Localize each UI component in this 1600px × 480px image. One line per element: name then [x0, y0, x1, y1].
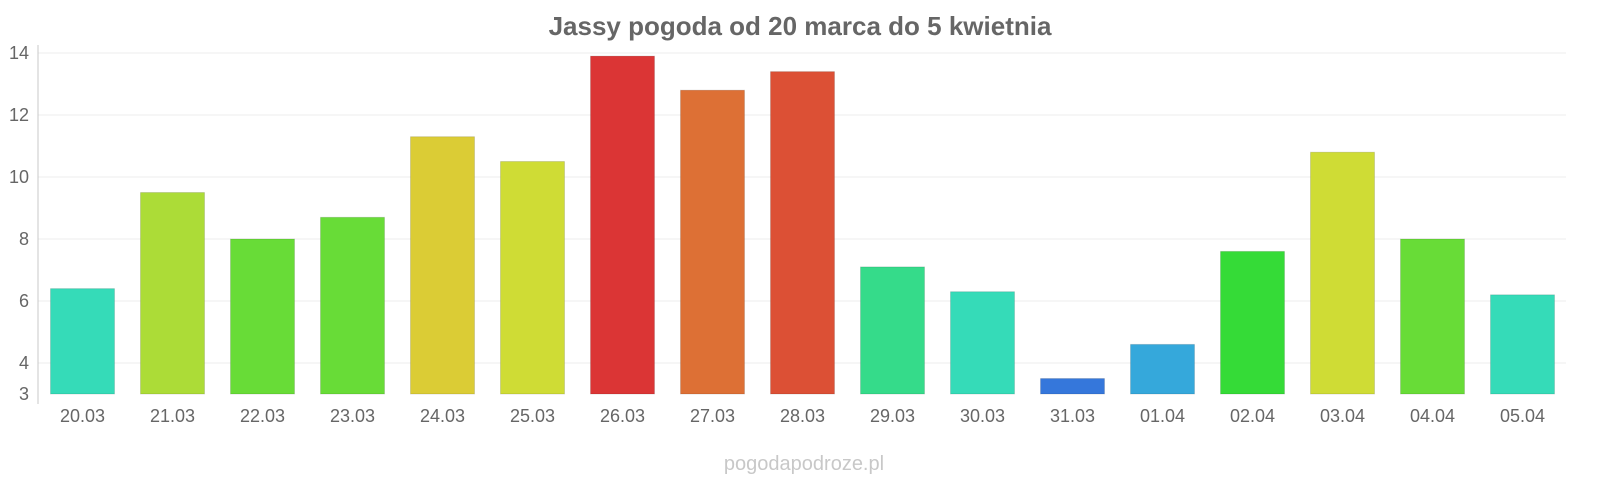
y-tick-label: 4 [19, 353, 29, 373]
x-tick-label: 03.04 [1320, 406, 1365, 426]
chart-title: Jassy pogoda od 20 marca do 5 kwietnia [549, 11, 1052, 41]
x-tick-label: 04.04 [1410, 406, 1455, 426]
bar [860, 266, 925, 395]
bar [1400, 238, 1465, 395]
x-tick-label: 20.03 [60, 406, 105, 426]
watermark-text: pogodapodroze.pl [724, 453, 884, 475]
x-axis-ticks: 20.03 21.03 22.03 23.03 24.03 25.03 26.03 27.03… [60, 406, 1545, 426]
y-tick-label: 6 [19, 291, 29, 311]
x-tick-label: 31.03 [1050, 406, 1095, 426]
bar [1130, 343, 1195, 395]
y-tick-label: 8 [19, 229, 29, 249]
x-tick-label: 27.03 [690, 406, 735, 426]
bar [230, 238, 295, 395]
bar [1490, 294, 1555, 395]
x-tick-label: 21.03 [150, 406, 195, 426]
bar [680, 89, 745, 395]
bars [50, 55, 1555, 395]
x-tick-label: 23.03 [330, 406, 375, 426]
bar [770, 71, 835, 395]
bar [1220, 250, 1285, 395]
bar [140, 192, 205, 395]
x-tick-label: 28.03 [780, 406, 825, 426]
x-tick-label: 25.03 [510, 406, 555, 426]
x-tick-label: 01.04 [1140, 406, 1185, 426]
bar [950, 291, 1015, 395]
x-tick-label: 22.03 [240, 406, 285, 426]
x-tick-label: 30.03 [960, 406, 1005, 426]
bar [1310, 151, 1375, 395]
bar [590, 55, 655, 395]
y-axis-ticks: 3 4 6 8 10 12 14 [9, 43, 29, 404]
bar [500, 161, 565, 395]
bar [320, 216, 385, 395]
y-tick-label: 14 [9, 43, 29, 63]
bar [410, 136, 475, 395]
y-tick-label: 3 [19, 384, 29, 404]
x-tick-label: 05.04 [1500, 406, 1545, 426]
x-tick-label: 02.04 [1230, 406, 1275, 426]
y-tick-label: 10 [9, 167, 29, 187]
y-tick-label: 12 [9, 105, 29, 125]
bar [1040, 378, 1105, 395]
bar [50, 288, 115, 395]
x-tick-label: 24.03 [420, 406, 465, 426]
x-tick-label: 26.03 [600, 406, 645, 426]
x-tick-label: 29.03 [870, 406, 915, 426]
